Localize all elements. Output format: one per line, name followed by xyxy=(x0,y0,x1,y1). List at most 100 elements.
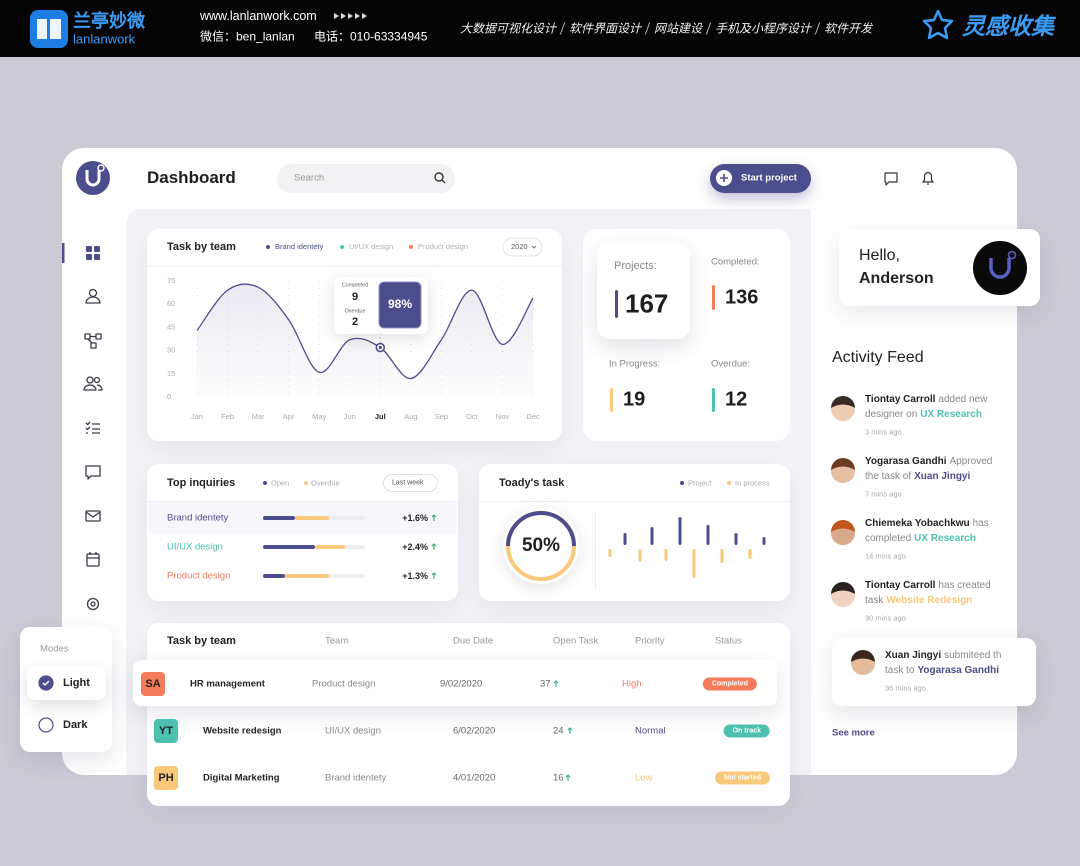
separator xyxy=(705,22,712,34)
stat-value: 19 xyxy=(623,388,646,411)
feed-time: 3 mins ago xyxy=(865,427,902,437)
feed-text: Chiemeka Yobachkwu has completed UX Resear… xyxy=(865,516,999,546)
initials-badge xyxy=(154,766,178,790)
tooltip-value: 9 xyxy=(352,291,358,303)
greeting: Hello, xyxy=(859,247,900,264)
stat-label: Completed: xyxy=(711,256,760,268)
bar xyxy=(650,527,654,545)
task-name: Website redesign xyxy=(203,725,282,737)
legend-label: Product design xyxy=(418,242,468,251)
badge xyxy=(378,281,422,329)
mode-label: Dark xyxy=(63,719,88,731)
tooltip-value: 2 xyxy=(352,316,358,328)
highlight-core xyxy=(378,345,382,350)
stat-value: 167 xyxy=(625,288,669,319)
open-bar xyxy=(263,516,295,520)
divider xyxy=(479,501,790,502)
priority: High xyxy=(622,678,642,690)
legend-dot xyxy=(727,481,731,485)
team: UI/UX design xyxy=(325,725,381,737)
separator xyxy=(644,22,651,34)
x-tick-label: Nov xyxy=(496,412,510,421)
x-tick-label: Apr xyxy=(283,412,295,421)
user-name: Anderson xyxy=(859,270,934,287)
feed-action: added new designer on xyxy=(865,394,988,420)
legend-label: Brand identety xyxy=(275,242,324,251)
change: +1.6% xyxy=(402,513,428,523)
feed-target[interactable]: UX Research xyxy=(914,533,976,544)
search[interactable] xyxy=(277,164,455,193)
team: Brand identety xyxy=(325,772,387,784)
legend-label: Project xyxy=(688,478,712,488)
tooltip-label: Overdue xyxy=(344,308,365,314)
stat-bar xyxy=(712,285,715,310)
year-filter[interactable] xyxy=(502,237,543,257)
feed-target[interactable]: UX Research xyxy=(920,409,982,420)
chart-title: Task by team xyxy=(167,241,236,253)
legend-label: Overdue xyxy=(311,478,340,488)
feed-name: Tiontay Carroll xyxy=(865,394,936,405)
status: Not started xyxy=(715,771,770,785)
service: 软件开发 xyxy=(824,21,873,36)
donut-bg xyxy=(503,508,579,584)
separator xyxy=(814,22,821,34)
open-task: 24 xyxy=(553,725,564,737)
feed-action: has created task xyxy=(865,580,991,606)
stat-value: 12 xyxy=(725,388,748,411)
page-title: Dashboard xyxy=(147,168,236,187)
table-card xyxy=(147,623,790,806)
inquiries-title: Top inquiries xyxy=(167,477,236,489)
column-header: Due Date xyxy=(453,635,494,647)
stat-value: 136 xyxy=(725,286,759,309)
legend-dot xyxy=(304,481,308,485)
column-header: Priority xyxy=(635,635,665,647)
x-tick-label: Jun xyxy=(344,412,356,421)
feed-name: Tiontay Carroll xyxy=(865,580,936,591)
radio-ring xyxy=(38,717,54,733)
radio[interactable] xyxy=(38,675,54,691)
donut xyxy=(503,508,579,584)
stat-bar xyxy=(615,290,618,318)
column-header: Team xyxy=(325,635,349,647)
stat-label: Projects: xyxy=(614,260,657,272)
radio[interactable] xyxy=(38,717,54,733)
feed-target[interactable]: Website Redesign xyxy=(886,595,973,606)
see-more[interactable]: See more xyxy=(832,727,875,739)
open-bar xyxy=(263,574,286,578)
legend-label: In process xyxy=(735,478,770,488)
legend-dot xyxy=(340,245,344,249)
radio-check xyxy=(42,680,50,687)
week-filter-label: Last week xyxy=(392,479,424,487)
bar xyxy=(734,533,738,545)
inquiry-name: Brand identety xyxy=(167,512,229,524)
feed-target[interactable]: Xuan Jingyi xyxy=(914,471,971,482)
open-task: 16 xyxy=(553,772,564,784)
tooltip-label: Completed xyxy=(342,282,369,288)
task-chart: Task by team Brand identety UI/UX design Pr… xyxy=(147,237,562,421)
bar xyxy=(748,549,752,559)
feed-text: Tiontay Carroll added new designer on UX R… xyxy=(865,392,999,422)
bar xyxy=(762,537,766,545)
modes-title: Modes xyxy=(40,643,69,655)
feed-action: Approved the task of xyxy=(865,456,993,482)
badge-label: 98% xyxy=(388,297,412,311)
feed-action: has completed xyxy=(865,518,989,544)
legend-dot xyxy=(680,481,684,485)
week-filter[interactable] xyxy=(383,474,438,492)
feed-target[interactable]: Yogarasa Gandhi xyxy=(917,665,999,676)
feed-time: 7 mins ago xyxy=(865,489,902,499)
bar xyxy=(623,533,627,545)
stat-label: In Progress: xyxy=(609,358,661,370)
search-placeholder: Search xyxy=(294,172,325,184)
feed-name: Xuan Jingyi xyxy=(885,650,942,661)
bar xyxy=(664,549,668,561)
due-date: 9/02/2020 xyxy=(440,678,483,690)
service: 网站建设 xyxy=(654,21,703,36)
projects-card xyxy=(597,243,690,339)
status: On track xyxy=(723,724,770,738)
bar xyxy=(678,517,682,545)
phone: 电话：010-63334945 xyxy=(314,29,428,44)
feed-name: Yogarasa Gandhi xyxy=(865,456,947,467)
feed-text: Tiontay Carroll has created task Website R… xyxy=(865,578,999,608)
